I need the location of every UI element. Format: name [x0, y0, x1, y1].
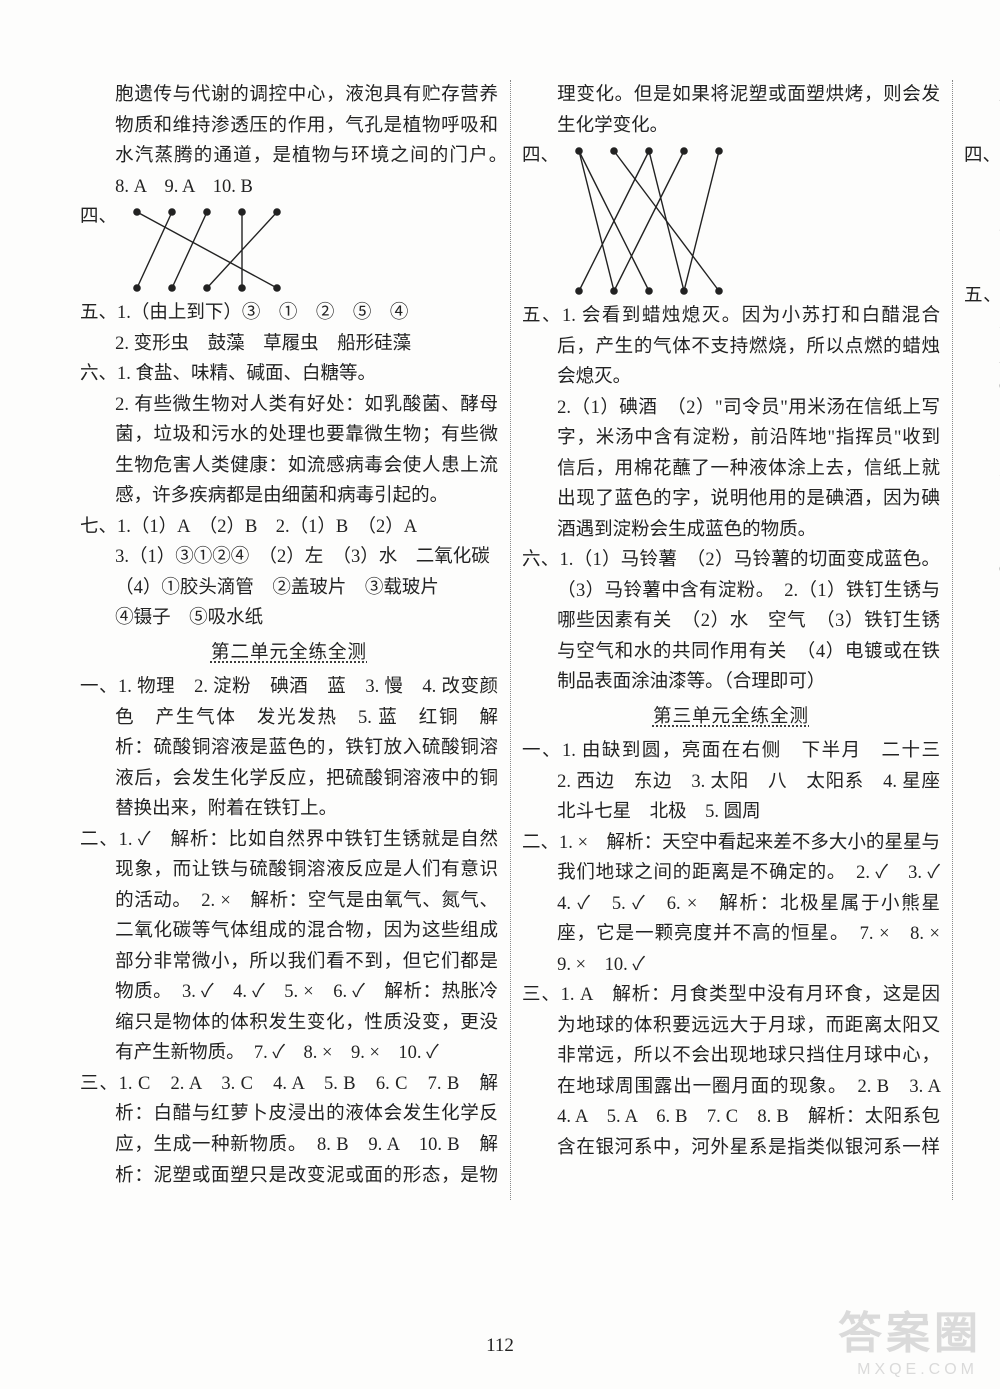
u3-1: 一、1. 由缺到圆，亮面在右侧 下半月 二十三 2. 西边 东边 3. 太阳 八…: [522, 736, 940, 828]
c1-s7-3: （4）①胶头滴管 ②盖玻片 ③载玻片: [80, 573, 498, 604]
unit2-title: 第二单元全练全测: [80, 638, 498, 669]
c1-s7-2: 3.（1）③①②④ （2）左 （3）水 二氧化碳: [80, 542, 498, 573]
c2-s6-1: 六、1.（1）马铃薯 （2）马铃薯的切面变成蓝色。（3）马铃薯中含有淀粉。 2.…: [522, 545, 940, 698]
c1-s7-1: 七、1.（1）A （2）B 2.（1）B （2）A: [80, 512, 498, 543]
page-body: 胞遗传与代谢的调控中心，液泡具有贮存营养物质和维持渗透压的作用，气孔是植物呼吸和…: [0, 0, 1000, 1240]
c2-s5-2: 2.（1）碘酒 （2）"司令员"用米汤在信纸上写字，米汤中含有淀粉，前沿阵地"指…: [522, 393, 940, 546]
u3-section4: 四、1. 2.: [964, 141, 1000, 281]
u3-2: 二、1. × 解析：天空中看起来差不多大小的星星与我们地球之间的距离是不确定的。…: [522, 828, 940, 981]
u2-section4: 四、: [522, 141, 940, 301]
c1-s5-2: 2. 变形虫 鼓藻 草履虫 船形硅藻: [80, 329, 498, 360]
label-4: 四、: [80, 202, 117, 233]
diagram-cross-2: [559, 141, 754, 301]
c1-section4: 四、: [80, 202, 498, 298]
u3-5: 五、1.（1）CBDA （2）日食 月食 解析：C 是初一的月相，这时可能发生日…: [964, 281, 1000, 586]
c1-s6-1: 六、1. 食盐、味精、碱面、白糖等。: [80, 359, 498, 390]
c2-s5-1: 五、1. 会看到蜡烛熄灭。因为小苏打和白醋混合后，产生的气体不支持燃烧，所以点燃…: [522, 301, 940, 393]
c1-s7-4: ④镊子 ⑤吸水纸: [80, 603, 498, 634]
c1-s5-1: 五、1.（由上到下）③ ① ② ⑤ ④: [80, 298, 498, 329]
c1-p1: 胞遗传与代谢的调控中心，液泡具有贮存营养物质和维持渗透压的作用，气孔是植物呼吸和…: [80, 80, 498, 202]
u2-2: 二、1. ✓ 解析：比如自然界中铁钉生锈就是自然现象，而让铁与硫酸铜溶液反应是人…: [80, 825, 498, 1069]
label-u2-4: 四、: [522, 141, 559, 172]
unit3-title: 第三单元全练全测: [522, 702, 940, 733]
label-u3-4-1: 四、1.: [964, 141, 1000, 172]
u2-1: 一、1. 物理 2. 淀粉 碘酒 蓝 3. 慢 4. 改变颜色 产生气体 发光发…: [80, 672, 498, 825]
diagram-cross-1: [117, 202, 312, 298]
watermark-sub: MXQE.COM: [857, 1357, 978, 1383]
c1-s6-2: 2. 有些微生物对人类有好处：如乳酸菌、酵母菌，垃圾和污水的处理也要靠微生物；有…: [80, 390, 498, 512]
